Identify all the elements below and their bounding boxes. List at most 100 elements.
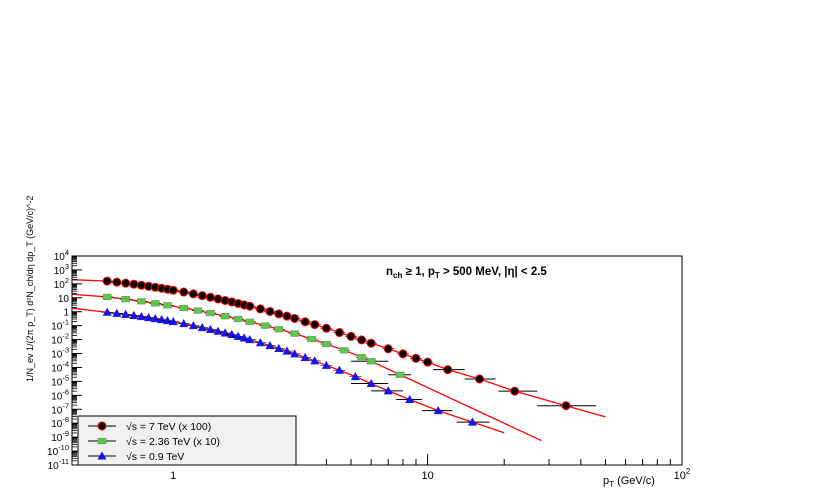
data-point — [102, 307, 112, 316]
axes: 10410310210110-110-210-310-410-510-610-7… — [47, 248, 691, 482]
data-point — [322, 340, 331, 348]
data-point — [274, 343, 284, 352]
data-point — [213, 326, 223, 335]
legend-label: √s = 2.36 TeV (x 10) — [126, 436, 220, 448]
y-axis-label: 1/N_ev 1/(2π p_T) d²N_ch/dη dp_T (GeV/c)… — [25, 196, 35, 382]
data-point — [150, 300, 160, 307]
data-point — [300, 352, 310, 361]
data-point — [197, 291, 207, 301]
data-point — [188, 289, 198, 299]
y-tick-label: 1 — [63, 308, 69, 319]
y-tick-label: 10 — [58, 294, 70, 305]
legend-entry: √s = 0.9 TeV — [88, 451, 184, 463]
series-3 — [101, 307, 490, 426]
data-point — [188, 321, 198, 330]
legend-entry: √s = 2.36 TeV (x 10) — [88, 436, 220, 448]
data-point — [423, 357, 433, 367]
series-1 — [101, 276, 597, 411]
y-tick-label: 10-8 — [51, 415, 69, 430]
data-point — [282, 346, 292, 355]
data-point — [168, 317, 178, 326]
data-point — [112, 277, 122, 287]
x-tick-label: 10 — [421, 470, 433, 482]
legend: √s = 7 TeV (x 100) √s = 2.36 TeV (x 10) √s… — [77, 415, 297, 466]
data-point — [168, 285, 178, 295]
data-point — [245, 301, 255, 311]
data-point — [274, 309, 284, 319]
x-tick-label: 102 — [674, 467, 691, 482]
data-point — [346, 331, 356, 341]
data-point — [260, 322, 270, 329]
data-point — [102, 276, 112, 286]
data-point — [443, 365, 453, 375]
data-point — [433, 405, 443, 415]
data-point — [255, 338, 265, 347]
data-point — [383, 386, 393, 395]
legend-label: √s = 0.9 TeV — [126, 451, 184, 463]
data-point — [334, 365, 344, 374]
data-point — [290, 313, 300, 323]
y-tick-label: 10-1 — [51, 318, 69, 333]
data-point — [129, 279, 139, 289]
data-point — [561, 401, 571, 411]
data-point — [197, 322, 207, 332]
data-point — [157, 315, 167, 324]
data-point — [467, 417, 477, 426]
data-point — [290, 330, 299, 337]
data-point — [121, 296, 130, 303]
data-point — [233, 315, 243, 323]
data-point — [357, 354, 366, 361]
data-point — [274, 326, 284, 333]
data-point — [357, 335, 367, 345]
data-point — [144, 312, 154, 322]
data-point — [398, 349, 408, 359]
data-point — [366, 378, 376, 388]
y-tick-label: 10-7 — [51, 401, 69, 416]
data-series — [101, 276, 597, 426]
y-tick-label: 10-2 — [51, 332, 69, 347]
data-point — [290, 349, 300, 358]
data-point — [179, 287, 189, 297]
data-point — [193, 307, 203, 314]
data-point — [213, 294, 223, 304]
data-point — [366, 358, 376, 365]
y-tick-label: 10-5 — [51, 373, 69, 388]
data-point — [366, 338, 376, 348]
data-point — [112, 308, 122, 317]
data-point — [227, 329, 237, 339]
data-point — [307, 335, 316, 343]
data-point — [179, 304, 189, 312]
y-tick-label: 102 — [54, 276, 69, 291]
data-point — [405, 394, 415, 404]
data-point — [163, 302, 172, 309]
legend-entry: √s = 7 TeV (x 100) — [88, 421, 211, 433]
x-axis-label: pT (GeV/c) — [603, 475, 655, 489]
fit-curve — [72, 293, 542, 442]
y-tick-label: 10-9 — [51, 429, 69, 444]
y-tick-label: 10-4 — [51, 359, 69, 374]
data-point — [510, 386, 520, 396]
data-point — [121, 309, 131, 318]
data-point — [321, 360, 331, 369]
data-point — [205, 324, 215, 333]
data-point — [137, 298, 146, 305]
x-tick-label: 1 — [170, 470, 176, 482]
series-2 — [101, 293, 411, 378]
data-point — [163, 316, 173, 325]
data-point — [97, 451, 107, 460]
data-point — [220, 313, 230, 320]
data-point — [150, 314, 160, 323]
data-point — [255, 304, 265, 314]
data-point — [265, 306, 275, 316]
data-point — [97, 437, 107, 445]
y-tick-label: 10-6 — [51, 387, 69, 402]
y-tick-label: 10-11 — [48, 457, 69, 472]
data-point — [383, 344, 393, 354]
data-point — [282, 311, 292, 321]
data-point — [102, 293, 112, 301]
y-tick-label: 10-10 — [47, 443, 69, 458]
data-point — [206, 309, 215, 317]
data-point — [411, 353, 421, 363]
